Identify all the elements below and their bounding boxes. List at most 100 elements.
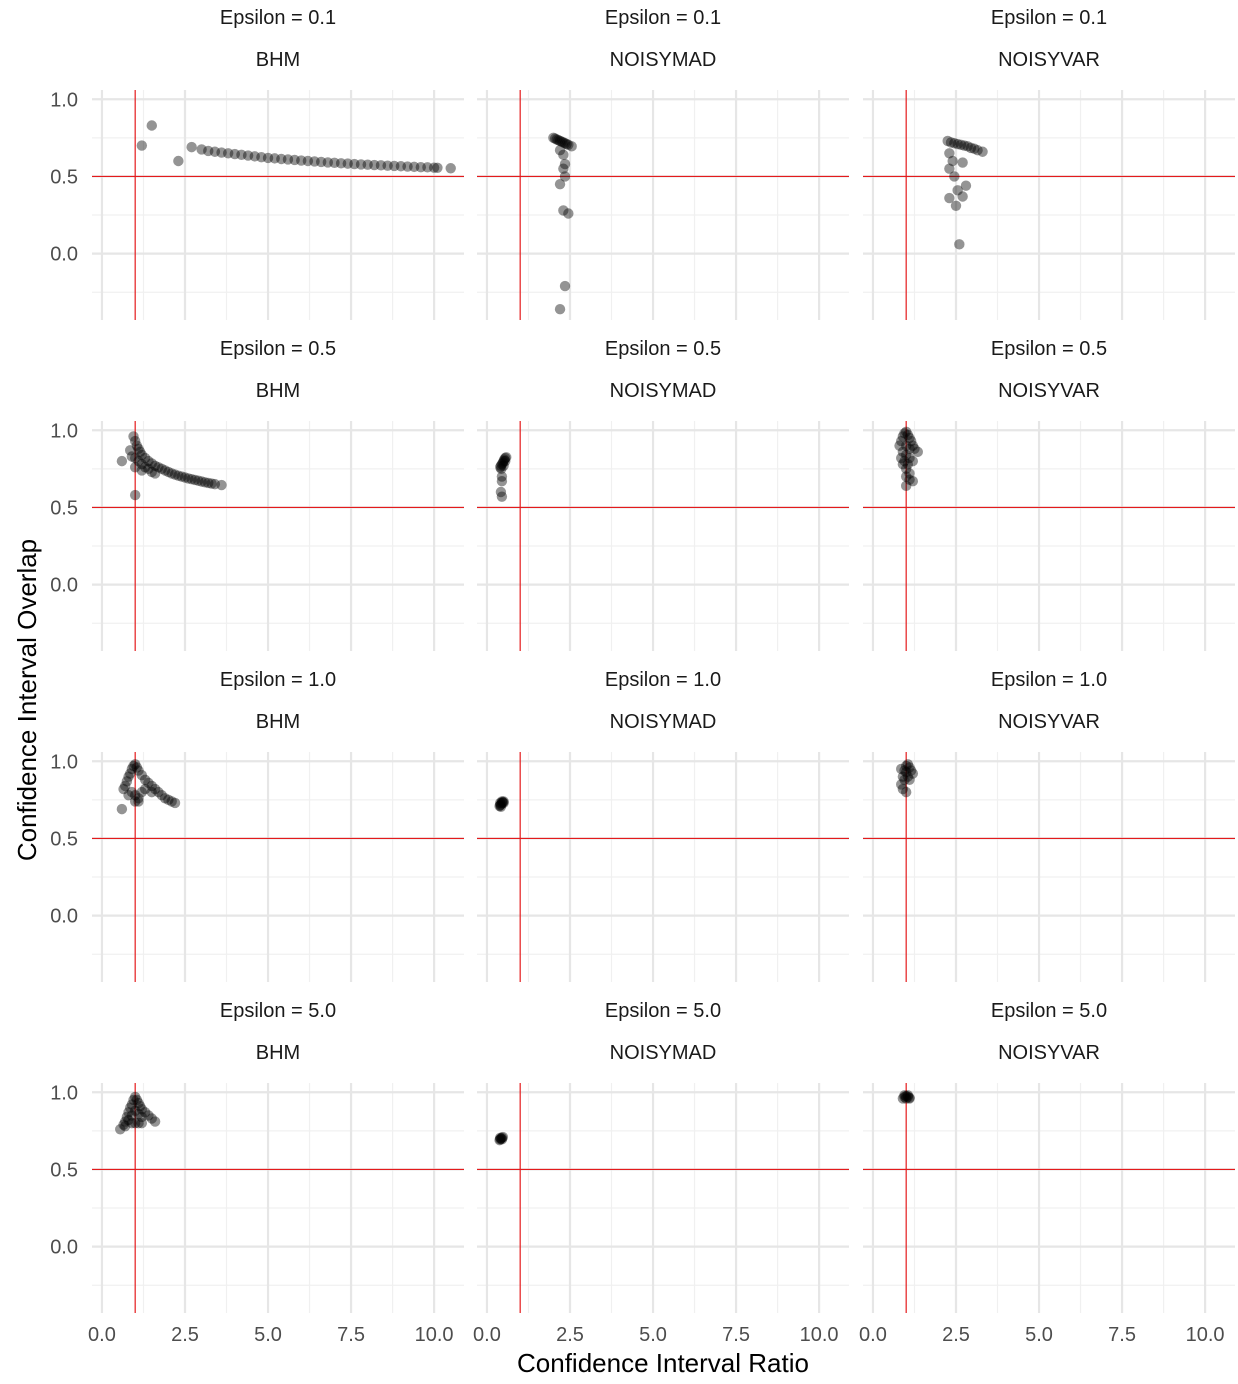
data-point bbox=[129, 452, 141, 464]
data-point bbox=[900, 1093, 912, 1104]
data-point bbox=[136, 459, 148, 470]
data-point bbox=[196, 144, 207, 155]
data-point bbox=[899, 428, 910, 439]
data-point bbox=[389, 160, 400, 172]
data-point bbox=[128, 431, 139, 442]
facet-strip-method: BHM bbox=[256, 380, 300, 402]
y-axis-title: Confidence Interval Overlap bbox=[12, 539, 42, 861]
data-point bbox=[315, 156, 327, 168]
data-point bbox=[136, 1111, 148, 1123]
data-point bbox=[355, 159, 367, 170]
data-point bbox=[496, 1132, 508, 1143]
facet-strip-method: NOISYVAR bbox=[998, 711, 1100, 733]
points-0-0 bbox=[136, 120, 456, 174]
data-point bbox=[949, 138, 960, 149]
data-point bbox=[950, 200, 962, 211]
data-point bbox=[500, 455, 511, 467]
y-axis-ticks: 1.0 0.5 0.0 1.0 0.5 0.0 1.0 0.5 0.0 1.0 0.5 0.0 bbox=[50, 89, 78, 1258]
points-1-2 bbox=[894, 426, 924, 492]
y-tick-label: 0.5 bbox=[50, 828, 78, 850]
data-point bbox=[134, 446, 146, 458]
data-point bbox=[900, 440, 912, 451]
data-point bbox=[131, 1094, 143, 1106]
data-point bbox=[146, 1113, 157, 1124]
data-point bbox=[139, 783, 151, 795]
data-point bbox=[947, 155, 958, 167]
data-point bbox=[548, 132, 559, 144]
data-point bbox=[136, 1104, 148, 1115]
panel-3-1: Epsilon = 5.0 NOISYMAD bbox=[477, 1000, 849, 1313]
data-point bbox=[123, 771, 134, 782]
data-point bbox=[329, 157, 340, 169]
data-point bbox=[496, 491, 508, 502]
data-point bbox=[375, 160, 387, 171]
data-point bbox=[900, 766, 912, 778]
x-tick-label: 2.5 bbox=[942, 1324, 970, 1346]
data-point bbox=[899, 765, 910, 776]
facet-strip-epsilon: Epsilon = 0.5 bbox=[991, 338, 1107, 360]
data-point bbox=[899, 774, 910, 785]
data-point bbox=[495, 801, 507, 812]
data-point bbox=[498, 797, 509, 809]
data-point bbox=[342, 158, 353, 169]
data-point bbox=[959, 140, 970, 151]
data-point bbox=[149, 468, 161, 479]
data-point bbox=[957, 191, 968, 202]
data-point bbox=[895, 779, 907, 790]
data-point bbox=[496, 471, 508, 482]
data-point bbox=[497, 1131, 509, 1143]
data-point bbox=[186, 141, 197, 153]
data-point bbox=[143, 463, 154, 475]
points-0-1 bbox=[548, 132, 577, 315]
data-point bbox=[900, 463, 912, 475]
x-tick-label: 10.0 bbox=[1186, 1324, 1225, 1346]
data-point bbox=[944, 163, 955, 174]
data-point bbox=[136, 140, 148, 151]
data-point bbox=[124, 445, 136, 456]
data-point bbox=[900, 786, 912, 798]
data-point bbox=[143, 777, 154, 789]
data-point bbox=[902, 1090, 914, 1101]
data-point bbox=[349, 158, 360, 170]
x-tick-label: 7.5 bbox=[1108, 1324, 1136, 1346]
data-point bbox=[558, 149, 569, 161]
data-point bbox=[146, 466, 157, 478]
data-point bbox=[216, 479, 227, 491]
data-point bbox=[977, 146, 988, 157]
data-point bbox=[904, 468, 915, 479]
data-point bbox=[121, 1111, 133, 1123]
facet-strip-method: BHM bbox=[256, 711, 300, 733]
facet-strip-epsilon: Epsilon = 5.0 bbox=[605, 1000, 721, 1022]
panel-3-2: Epsilon = 5.0 NOISYVAR bbox=[863, 1000, 1235, 1313]
x-tick-label: 2.5 bbox=[171, 1324, 199, 1346]
facet-strip-epsilon: Epsilon = 5.0 bbox=[991, 1000, 1107, 1022]
data-point bbox=[242, 150, 254, 161]
data-point bbox=[944, 148, 955, 159]
data-point bbox=[156, 790, 167, 801]
y-tick-label: 1.0 bbox=[50, 420, 78, 442]
data-point bbox=[123, 1114, 134, 1126]
data-point bbox=[897, 446, 909, 458]
data-point bbox=[897, 431, 909, 442]
data-point bbox=[120, 1121, 131, 1132]
data-point bbox=[495, 800, 506, 811]
data-point bbox=[902, 429, 914, 441]
data-point bbox=[496, 459, 508, 470]
data-point bbox=[126, 763, 138, 775]
x-tick-label: 0.0 bbox=[473, 1324, 501, 1346]
data-point bbox=[369, 159, 380, 171]
data-point bbox=[897, 783, 909, 795]
data-point bbox=[498, 460, 509, 471]
data-point bbox=[153, 786, 164, 798]
data-point bbox=[126, 1099, 138, 1110]
data-point bbox=[563, 208, 574, 219]
data-point bbox=[559, 138, 571, 149]
points-2-0 bbox=[116, 759, 181, 815]
data-point bbox=[296, 155, 307, 166]
data-point bbox=[173, 155, 184, 167]
data-point bbox=[179, 472, 191, 483]
data-point bbox=[554, 145, 566, 156]
data-point bbox=[900, 480, 912, 492]
data-point bbox=[907, 768, 919, 779]
data-point bbox=[149, 1116, 161, 1127]
